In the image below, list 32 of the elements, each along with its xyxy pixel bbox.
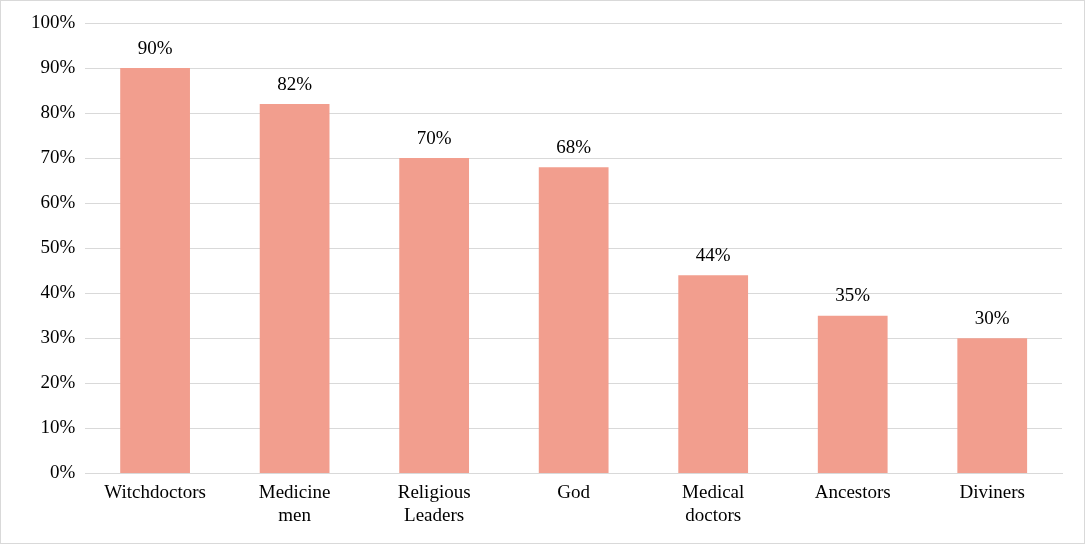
x-tick-label: Medical doctors bbox=[682, 480, 745, 525]
data-label: 44% bbox=[695, 243, 731, 265]
bar bbox=[678, 275, 749, 473]
y-tick-label: 50% bbox=[40, 236, 76, 258]
y-tick-label: 90% bbox=[40, 56, 76, 78]
x-tick-label: Diviners bbox=[959, 480, 1025, 502]
y-tick-label: 60% bbox=[40, 191, 76, 213]
y-tick-label: 30% bbox=[40, 326, 76, 348]
y-tick-label: 20% bbox=[40, 371, 76, 393]
y-tick-label: 0% bbox=[50, 461, 76, 483]
data-label: 90% bbox=[137, 36, 173, 58]
x-tick-label: Religious Leaders bbox=[397, 480, 471, 525]
x-tick-label: Ancestors bbox=[814, 480, 891, 502]
data-label: 70% bbox=[416, 126, 452, 148]
x-tick-label: Witchdoctors bbox=[104, 480, 206, 502]
bar bbox=[538, 167, 609, 473]
bar bbox=[120, 68, 190, 473]
y-tick-label: 100% bbox=[31, 10, 76, 32]
y-tick-label: 80% bbox=[40, 101, 76, 123]
bar bbox=[259, 104, 330, 473]
data-label: 82% bbox=[277, 72, 313, 94]
y-tick-label: 10% bbox=[40, 416, 76, 438]
bar bbox=[957, 338, 1028, 473]
x-tick-label: God bbox=[557, 480, 591, 502]
data-label: 68% bbox=[556, 135, 592, 157]
x-tick-label: Medicine men bbox=[258, 480, 331, 525]
data-label: 30% bbox=[974, 306, 1010, 328]
data-label: 35% bbox=[835, 284, 871, 306]
y-tick-label: 70% bbox=[40, 146, 76, 168]
y-tick-label: 40% bbox=[40, 281, 76, 303]
bar bbox=[817, 315, 888, 473]
bar bbox=[399, 158, 470, 473]
